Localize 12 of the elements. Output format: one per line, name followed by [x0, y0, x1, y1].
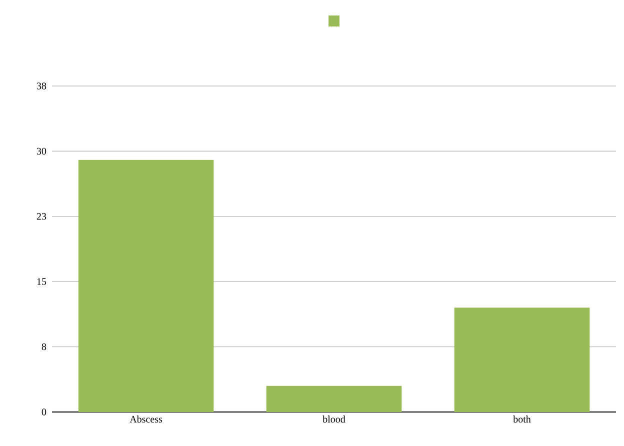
y-tick-label: 23: [36, 213, 46, 220]
bar: [454, 308, 590, 412]
y-tick-label: 15: [37, 278, 46, 285]
x-tick-label: blood: [322, 416, 346, 423]
y-tick-label: 8: [42, 343, 46, 350]
y-tick-label: 30: [36, 148, 46, 155]
bar: [266, 386, 402, 412]
x-tick-label: Abscess: [130, 416, 162, 423]
x-tick-label: both: [513, 416, 531, 423]
y-tick-label: 0: [42, 408, 46, 416]
bar: [78, 160, 214, 412]
y-tick-label: 38: [36, 82, 46, 90]
